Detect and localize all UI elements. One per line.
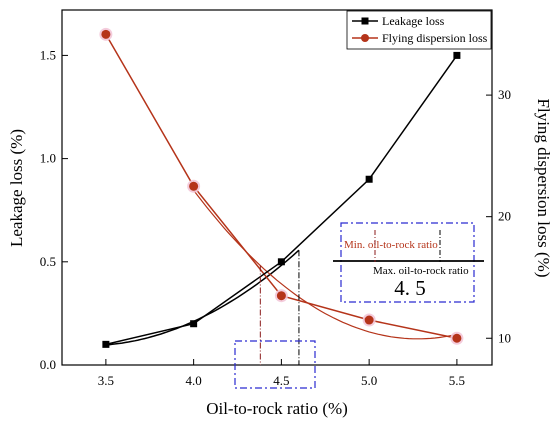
plot-frame [61,9,493,366]
legend: Leakage loss Flying dispersion loss [346,10,492,50]
y-right-tick-label-0: 10 [498,330,511,345]
legend-box [346,10,492,50]
flying-point-1 [189,181,199,191]
annotation-min-label: Min. oil-to-rock ratio [344,239,438,251]
x-tick-label-4: 5.5 [449,373,465,388]
legend-label-leakage: Leakage loss [382,14,445,28]
annotation-box [340,222,475,303]
y-axis-left-title: Leakage loss (%) [7,129,26,247]
y-left-tick-label-2: 1.0 [40,151,56,166]
x-tick-label-3: 5.0 [361,373,377,388]
leakage-point-4 [453,51,461,59]
x-tick-label-2: 4.5 [273,373,289,388]
x-tick-label-1: 4.0 [186,373,202,388]
x-axis-title: Oil-to-rock ratio (%) [206,399,348,418]
legend-marker-leakage [361,17,369,25]
fit-curve-flying [193,189,458,340]
legend-marker-flying [361,34,369,42]
y-right-tick-label-2: 30 [498,87,511,102]
y-right-tick-label-1: 20 [498,209,511,224]
series-layer [99,27,464,348]
flying-point-0 [101,29,111,39]
annotation-value: 4. 5 [394,276,426,300]
leakage-point-2 [277,258,285,266]
x-tick-label-0: 3.5 [98,373,114,388]
y-left-tick-label-0: 0.0 [40,357,56,372]
flying-point-3 [364,315,374,325]
annotation-layer [259,250,300,365]
y-left-tick-label-1: 0.5 [40,254,56,269]
ticks-layer: 3.5 4.0 4.5 5.0 5.5 0.0 0.5 1.0 1.5 10 20 30 [40,47,511,388]
annotation-zoom-box [234,340,316,389]
leakage-point-3 [365,175,373,183]
flying-point-2 [276,291,286,301]
fit-curve-leakage [105,249,300,346]
y-axis-right-title: Flying dispersion loss (%) [534,99,550,278]
leakage-point-1 [190,320,198,328]
flying-point-4 [452,333,462,343]
ratio-annotation: Min. oil-to-rock ratio Max. oil-to-rock … [234,222,484,389]
leakage-point-0 [102,340,110,348]
legend-label-flying: Flying dispersion loss [382,31,488,45]
y-left-tick-label-3: 1.5 [40,47,56,62]
annotation-max-label: Max. oil-to-rock ratio [373,265,469,277]
